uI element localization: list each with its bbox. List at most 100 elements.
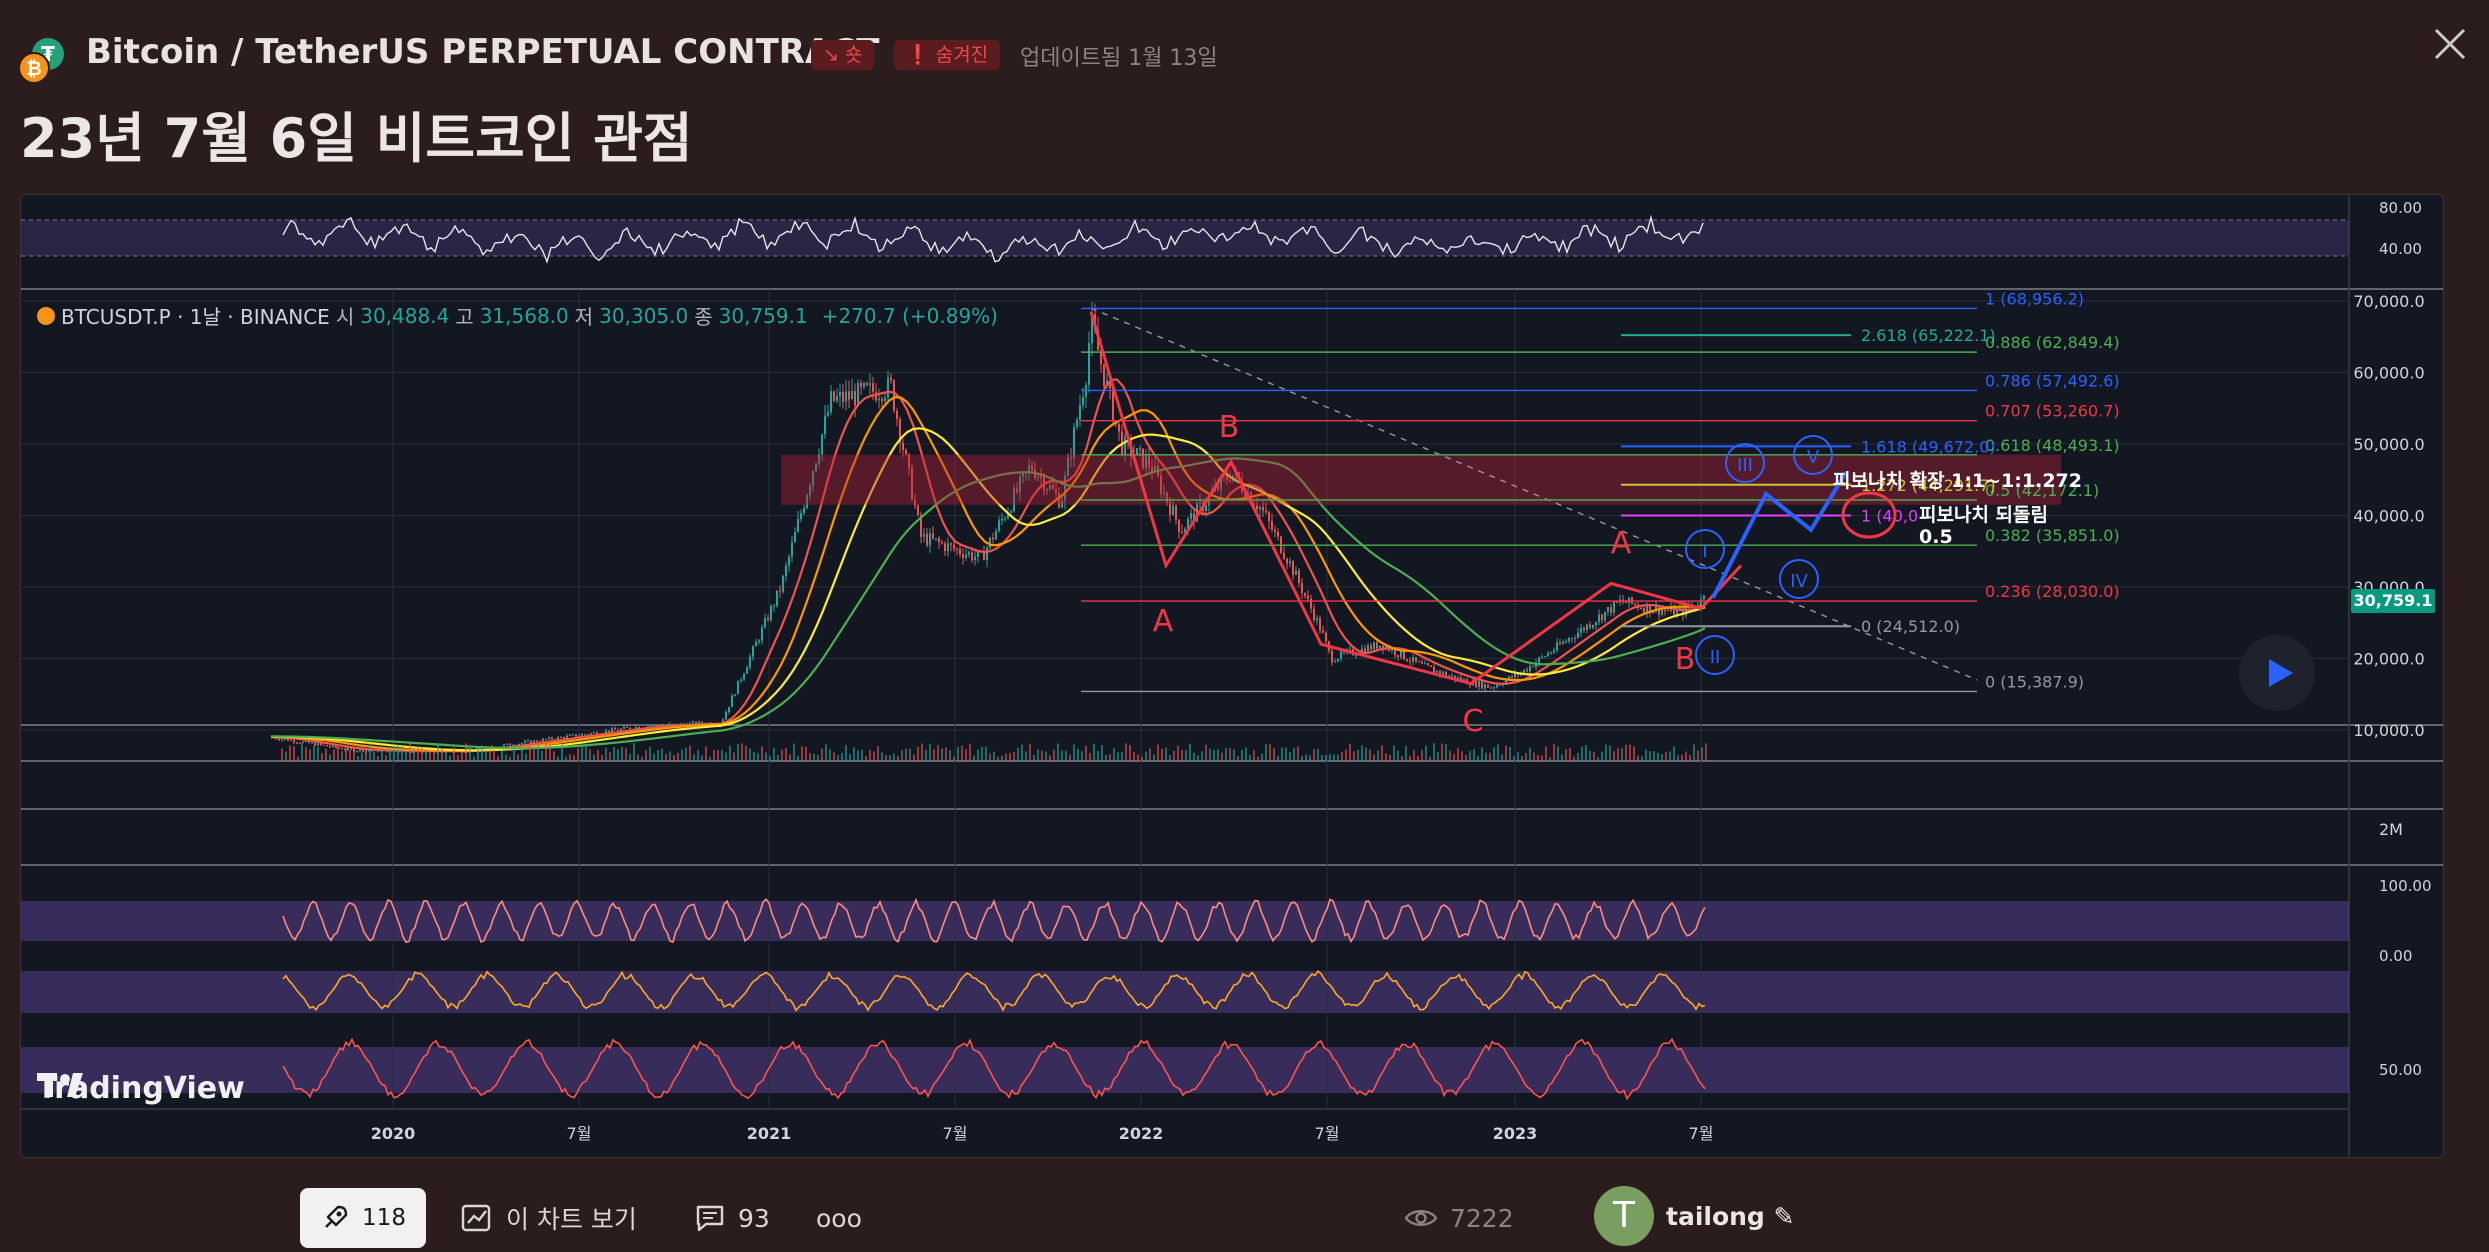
volume-bar <box>373 751 375 761</box>
volume-bar <box>421 747 423 761</box>
candle-body <box>851 391 853 400</box>
volume-bar <box>697 749 699 761</box>
volume-bar <box>397 744 399 761</box>
chart-container[interactable]: 70,000.0 60,000.0 50,000.0 40,000.0 30,000.0… <box>20 194 2444 1158</box>
volume-bar <box>1069 754 1071 761</box>
legend-open-label: 시 <box>335 305 355 329</box>
candle-body <box>905 449 907 455</box>
candle-body <box>1289 561 1291 564</box>
volume-bar <box>1653 751 1655 761</box>
volume-bar <box>1437 751 1439 761</box>
volume-bar <box>1309 755 1311 761</box>
osc-tick-label: 0.00 <box>2379 947 2412 965</box>
candle-body <box>1553 650 1555 653</box>
volume-bar <box>1669 751 1671 761</box>
symbol-title-link[interactable]: Bitcoin / TetherUS PERPETUAL CONTRACT <box>86 32 880 72</box>
candle-body <box>1325 632 1327 642</box>
volume-bar <box>545 743 547 761</box>
candle-body <box>947 543 949 552</box>
volume-bar <box>1425 745 1427 761</box>
candle-body <box>536 740 538 742</box>
volume-bar <box>1597 756 1599 761</box>
volume-bar <box>917 746 919 761</box>
volume-bar <box>949 750 951 761</box>
candle-body <box>1583 627 1585 631</box>
volume-bar <box>489 749 491 761</box>
candle-body <box>1031 465 1033 470</box>
volume-bar <box>297 756 299 761</box>
avatar[interactable]: T <box>1594 1186 1654 1246</box>
candle-body <box>530 740 532 744</box>
candle-body <box>1037 476 1039 479</box>
volume-bar <box>385 755 387 761</box>
candle-body <box>1046 489 1048 491</box>
volume-bar <box>1517 752 1519 761</box>
wave-circle <box>1695 635 1735 675</box>
candle-body <box>1394 648 1396 656</box>
volume-bar <box>1277 755 1279 761</box>
volume-bar <box>469 745 471 761</box>
candle-body <box>854 391 856 406</box>
volume-bar <box>1293 747 1295 761</box>
candle-body <box>1412 657 1414 662</box>
volume-bar <box>1361 745 1363 761</box>
volume-bar <box>1209 748 1211 761</box>
wave-label: B <box>1675 642 1696 677</box>
author-name[interactable]: tailong ✎ <box>1666 1202 1795 1231</box>
candle-body <box>1607 607 1609 612</box>
close-icon[interactable] <box>2430 24 2470 64</box>
candle-body <box>320 743 322 745</box>
comment-icon <box>696 1205 724 1232</box>
page-title: 23년 7월 6일 비트코인 관점 <box>20 107 693 170</box>
comments-button[interactable]: 93 <box>694 1188 770 1248</box>
candle-body <box>569 734 571 736</box>
candle-body <box>752 646 754 657</box>
candle-body <box>1103 364 1105 387</box>
volume-bar <box>345 747 347 761</box>
candle-body <box>899 419 901 443</box>
volume-bar <box>1241 749 1243 761</box>
candle-body <box>887 377 889 398</box>
more-menu-icon[interactable]: ooo <box>816 1203 862 1233</box>
candle-body <box>797 519 799 532</box>
price-tick-label: 60,000.0 <box>2353 364 2424 383</box>
candle-body <box>1226 475 1228 480</box>
volume-bar <box>1485 752 1487 761</box>
volume-bar <box>997 756 999 761</box>
volume-bar <box>529 745 531 761</box>
candle-body <box>506 743 508 745</box>
candle-body <box>1253 503 1255 506</box>
candle-body <box>1139 448 1141 450</box>
candle-body <box>326 745 328 747</box>
volume-bar <box>325 748 327 761</box>
chart-canvas[interactable]: 70,000.060,000.050,000.040,000.030,000.0… <box>21 195 2444 1158</box>
volume-bar <box>661 748 663 761</box>
volume-bar <box>501 750 503 761</box>
candle-body <box>1142 448 1144 468</box>
candle-body <box>1505 679 1507 685</box>
volume-bar <box>1249 754 1251 761</box>
volume-bar <box>729 745 731 761</box>
candle-body <box>614 728 616 730</box>
volume-bar <box>677 752 679 761</box>
candle-body <box>950 543 952 545</box>
candle-body <box>1403 650 1405 660</box>
osc2-band <box>21 971 2349 1013</box>
candle-body <box>1310 598 1312 609</box>
tradingview-logo[interactable]: TradingView <box>37 1071 245 1106</box>
candle-body <box>551 737 553 740</box>
last-price-tag: 30,759.1 <box>2351 589 2435 613</box>
boost-button[interactable]: 118 <box>300 1188 426 1248</box>
volume-bar <box>1457 748 1459 761</box>
candle-body <box>761 627 763 641</box>
candle-body <box>1574 638 1576 640</box>
play-button[interactable] <box>2239 635 2315 711</box>
candle-body <box>986 547 988 561</box>
view-chart-button[interactable]: 이 차트 보기 <box>460 1188 637 1248</box>
candle-body <box>743 673 745 680</box>
candle-body <box>1487 684 1489 688</box>
volume-bar <box>1405 746 1407 761</box>
candle-body <box>578 735 580 737</box>
candle-body <box>1217 485 1219 490</box>
candle-body <box>1418 661 1420 663</box>
